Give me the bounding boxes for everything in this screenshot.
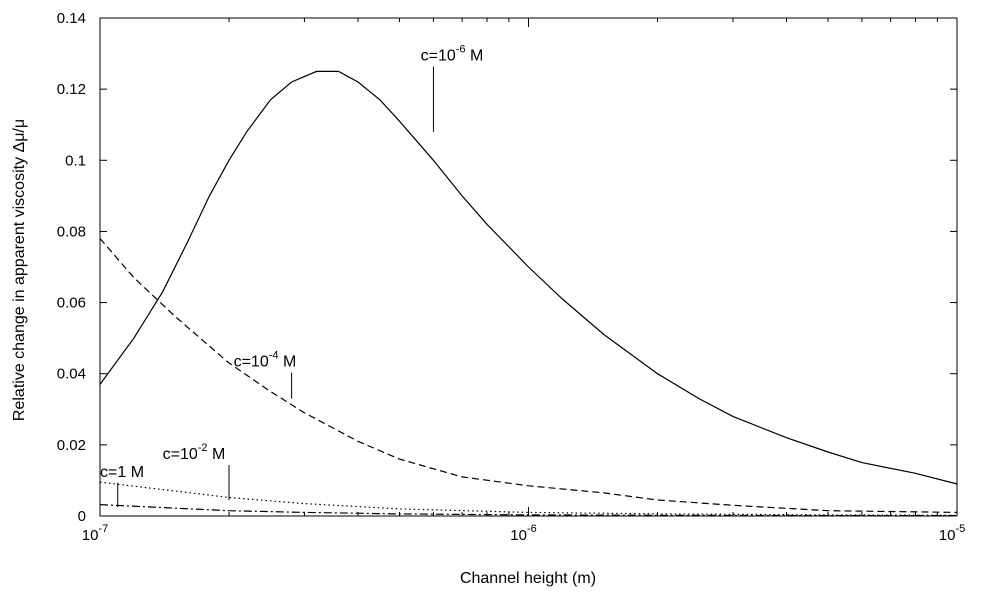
y-axis-title: Relative change in apparent viscosity Δμ… (11, 119, 28, 421)
series-line-c-1 (99, 504, 957, 517)
y-tick-label: 0.04 (57, 366, 86, 383)
annotation-label-c-1e-2: c=10-2 M (163, 442, 226, 463)
x-tick-label: 10-7 (82, 523, 108, 544)
curve-annotations: c=10-6 M c=10-4 M c=10-2 M c=1 M (100, 44, 484, 508)
annotation-label-c-1: c=1 M (100, 464, 144, 481)
axis-ticks: 0 0.02 0.04 0.06 0.08 0.1 0.12 0.14 10-7 10-6 10-5 (57, 10, 965, 544)
y-tick-label: 0.12 (57, 81, 86, 98)
annotation-label-c-1e-6: c=10-6 M (421, 44, 484, 65)
y-tick-label: 0.08 (57, 223, 86, 240)
y-tick-label: 0 (78, 508, 86, 525)
x-tick-label: 10-5 (939, 523, 965, 544)
y-tick-label: 0.14 (57, 10, 86, 27)
x-tick-label: 10-6 (510, 523, 536, 544)
y-tick-label: 0.1 (65, 152, 86, 169)
y-tick-label: 0.06 (57, 295, 86, 312)
series-line-c-1e-6 (99, 70, 958, 485)
y-tick-label: 0.02 (57, 437, 86, 454)
annotation-label-c-1e-4: c=10-4 M (234, 350, 297, 371)
series-line-c-1e-4 (99, 238, 958, 513)
x-axis-title: Channel height (m) (460, 570, 596, 587)
series-lines (99, 70, 958, 517)
